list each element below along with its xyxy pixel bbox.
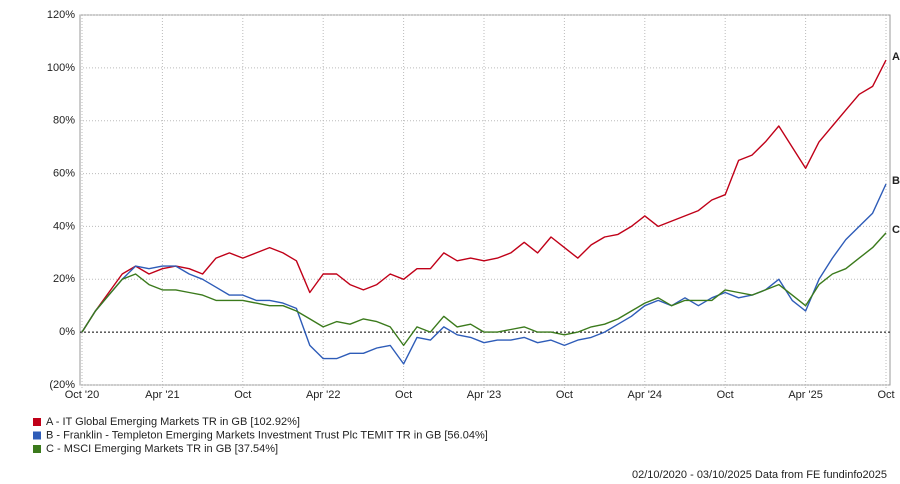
x-tick-label: Apr '22 [306,389,341,401]
end-label: B [892,175,900,187]
legend-label: A - IT Global Emerging Markets TR in GB … [46,416,300,428]
y-tick-label: 80% [53,115,75,127]
series-line [81,59,887,333]
plot-area [79,14,891,386]
y-tick-label: 60% [53,167,75,179]
end-label: C [892,224,900,236]
x-tick-label: Oct [556,389,573,401]
y-tick-label: 120% [47,9,75,21]
x-tick-label: Apr '24 [628,389,663,401]
y-tick-label: 100% [47,62,75,74]
x-tick-label: Apr '25 [788,389,823,401]
y-tick-label: (20% [49,379,75,391]
series-line [81,232,887,347]
x-tick-label: Apr '21 [145,389,180,401]
legend-swatch [33,445,41,453]
x-tick-label: Apr '23 [467,389,502,401]
x-tick-label: Oct [717,389,734,401]
x-tick-label: Oct [395,389,412,401]
x-tick-label: Oct [234,389,251,401]
end-label: A [892,51,900,63]
legend-swatch [33,418,41,426]
y-tick-label: 0% [59,326,75,338]
legend-label: B - Franklin - Templeton Emerging Market… [46,429,488,441]
legend-swatch [33,431,41,440]
y-tick-label: 40% [53,220,75,232]
x-tick-label: Oct '20 [65,389,100,401]
footer: 02/10/2020 - 03/10/2025 Data from FE fun… [632,469,887,481]
x-tick-label: Oct [877,389,894,401]
y-tick-label: 20% [53,273,75,285]
legend-label: C - MSCI Emerging Markets TR in GB [37.5… [46,443,278,455]
